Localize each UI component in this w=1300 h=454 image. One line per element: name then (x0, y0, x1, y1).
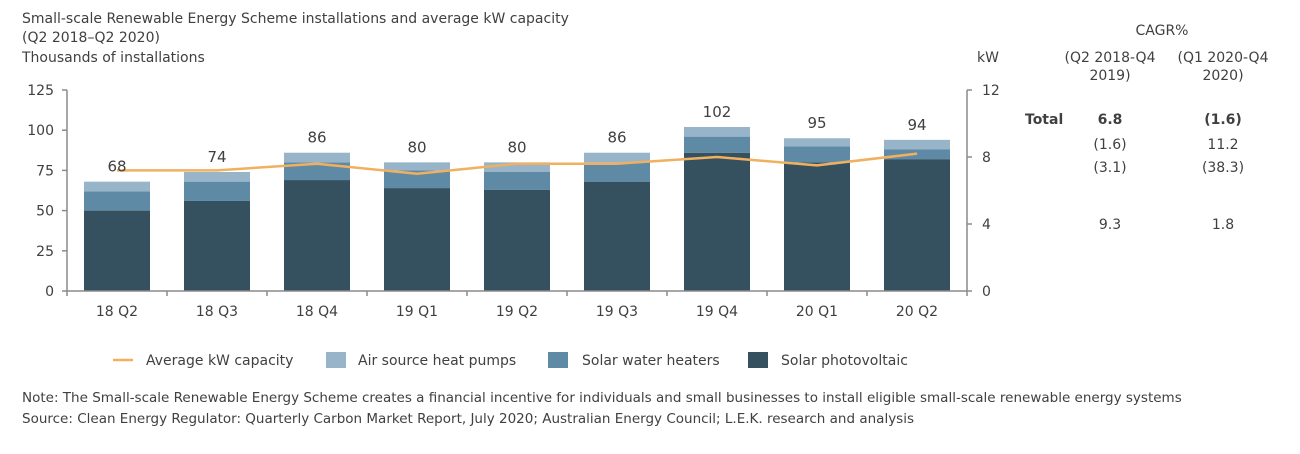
x-tick-label: 19 Q1 (396, 304, 438, 320)
total-label: 68 (107, 158, 126, 176)
x-tick-label: 20 Q2 (896, 304, 938, 320)
cagr-title: CAGR% (1136, 23, 1189, 39)
legend-label: Solar water heaters (582, 353, 720, 369)
x-axis: 18 Q2 18 Q3 18 Q4 19 Q1 19 Q2 19 Q3 19 Q4 20 Q1… (67, 291, 967, 320)
footnote: Note: The Small-scale Renewable Energy S… (22, 390, 1182, 406)
cagr-value: (1.6) (1093, 137, 1126, 153)
cagr-col1-header: 2019) (1089, 68, 1130, 84)
y-tick-label: 100 (27, 123, 54, 139)
x-tick-label: 19 Q3 (596, 304, 638, 320)
y2-tick-label: 8 (982, 150, 991, 166)
bar-solar-water-heaters (684, 137, 750, 153)
cagr-col2-header: 2020) (1202, 68, 1243, 84)
cagr-value: (1.6) (1204, 112, 1242, 128)
bar-solar-photovoltaic (784, 162, 850, 291)
bar-air-source-heat-pumps (284, 153, 350, 163)
total-label: 74 (207, 148, 226, 166)
y-tick-label: 125 (27, 83, 54, 99)
cagr-value: 1.8 (1212, 217, 1234, 233)
legend-swatch (548, 352, 568, 368)
cagr-value: (3.1) (1093, 160, 1126, 176)
bar-solar-water-heaters (484, 172, 550, 190)
y2-axis-label: kW (977, 50, 999, 66)
y2-axis: 0 4 8 12 (967, 83, 1000, 300)
y2-tick-label: 0 (982, 284, 991, 300)
legend-label: Air source heat pumps (358, 353, 516, 369)
bar-solar-photovoltaic (484, 190, 550, 291)
bar-solar-water-heaters (184, 182, 250, 201)
total-label: 86 (607, 129, 626, 147)
chart-title: Small-scale Renewable Energy Scheme inst… (22, 11, 569, 27)
cagr-row-label: Total (1025, 112, 1063, 128)
x-tick-label: 18 Q2 (96, 304, 138, 320)
x-tick-label: 18 Q3 (196, 304, 238, 320)
bar-solar-photovoltaic (684, 153, 750, 291)
bar-air-source-heat-pumps (184, 172, 250, 182)
y-tick-label: 50 (36, 204, 54, 220)
cagr-value: (38.3) (1202, 160, 1244, 176)
legend-label: Solar photovoltaic (781, 353, 908, 369)
bar-solar-water-heaters (84, 191, 150, 210)
cagr-col1-header: (Q2 2018-Q4 (1065, 50, 1156, 66)
bar-solar-photovoltaic (884, 159, 950, 291)
bar-solar-photovoltaic (584, 182, 650, 291)
cagr-table: CAGR% (Q2 2018-Q4 2019) (Q1 2020-Q4 2020… (1025, 23, 1269, 233)
chart-subtitle: (Q2 2018–Q2 2020) (22, 30, 160, 46)
x-tick-label: 19 Q4 (696, 304, 738, 320)
y-tick-label: 75 (36, 163, 54, 179)
legend-swatch (326, 352, 346, 368)
cagr-col2-header: (Q1 2020-Q4 (1178, 50, 1269, 66)
y-tick-label: 25 (36, 244, 54, 260)
total-label: 95 (807, 114, 826, 132)
x-tick-label: 19 Q2 (496, 304, 538, 320)
legend-swatch (748, 352, 768, 368)
total-label: 86 (307, 129, 326, 147)
bar-solar-photovoltaic (384, 188, 450, 291)
total-label: 80 (507, 138, 526, 156)
legend: Average kW capacity Air source heat pumps… (113, 352, 908, 369)
y-tick-label: 0 (45, 284, 54, 300)
bar-air-source-heat-pumps (784, 138, 850, 146)
cagr-value: 9.3 (1099, 217, 1121, 233)
y-axis: 0 25 50 75 100 125 (27, 83, 67, 300)
y2-tick-label: 4 (982, 217, 991, 233)
legend-label: Average kW capacity (146, 353, 293, 369)
bar-solar-photovoltaic (184, 201, 250, 291)
total-label: 94 (907, 116, 926, 134)
source: Source: Clean Energy Regulator: Quarterl… (22, 411, 914, 427)
x-tick-label: 20 Q1 (796, 304, 838, 320)
x-tick-label: 18 Q4 (296, 304, 338, 320)
bar-air-source-heat-pumps (384, 162, 450, 170)
bar-air-source-heat-pumps (84, 182, 150, 192)
total-label: 80 (407, 138, 426, 156)
y-axis-label: Thousands of installations (21, 50, 205, 66)
bar-solar-water-heaters (584, 162, 650, 181)
cagr-value: 6.8 (1098, 112, 1123, 128)
bar-solar-photovoltaic (84, 211, 150, 291)
bar-air-source-heat-pumps (684, 127, 750, 137)
total-label: 102 (703, 103, 732, 121)
bar-solar-photovoltaic (284, 180, 350, 291)
y2-tick-label: 12 (982, 83, 1000, 99)
bar-air-source-heat-pumps (884, 140, 950, 150)
bar-solar-water-heaters (784, 146, 850, 162)
cagr-value: 11.2 (1207, 137, 1238, 153)
